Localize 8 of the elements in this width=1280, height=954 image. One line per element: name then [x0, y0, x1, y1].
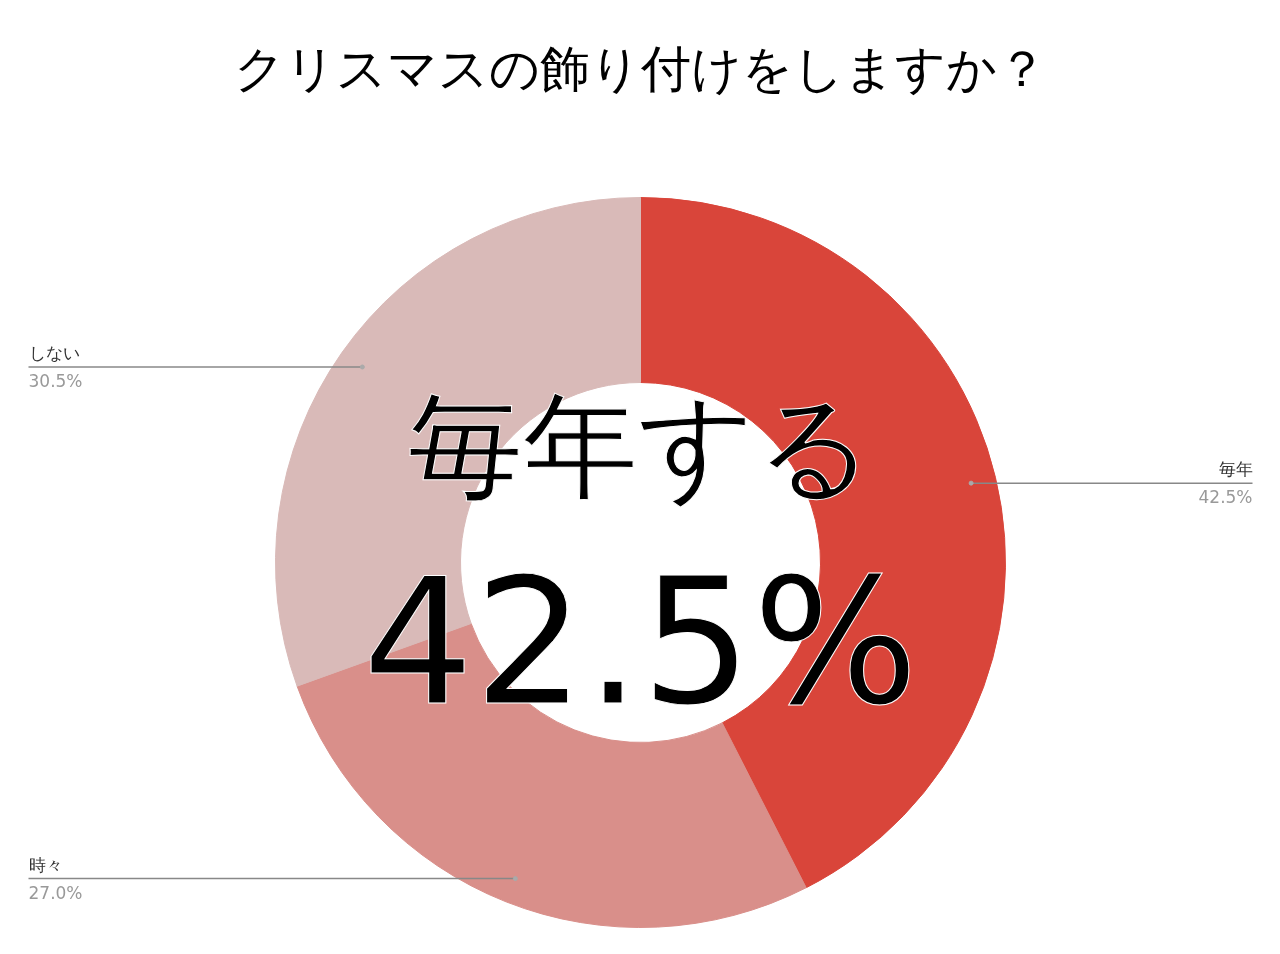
slice-label: 毎年	[1218, 459, 1253, 480]
data-label: 42.5%	[1198, 487, 1253, 508]
slice-label: 時々	[28, 854, 63, 875]
slice-label: しない	[28, 343, 80, 363]
data-label: 27.0%	[28, 882, 83, 903]
data-label: 30.5%	[28, 371, 83, 391]
chart-title: クリスマスの飾り付けをしますか？	[234, 39, 1047, 98]
text: 毎年する	[407, 378, 874, 513]
